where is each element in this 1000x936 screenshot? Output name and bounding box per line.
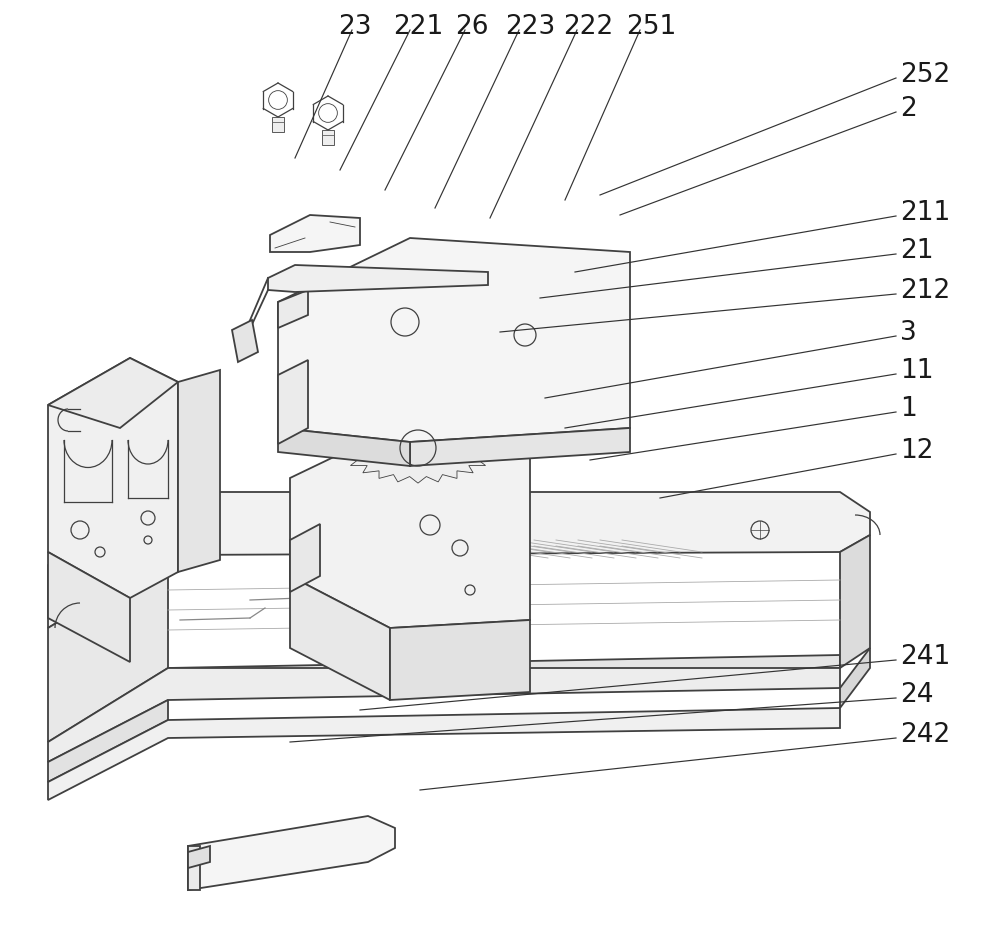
Text: 1: 1 (900, 396, 917, 422)
Polygon shape (48, 492, 870, 628)
Polygon shape (840, 535, 870, 668)
Text: 211: 211 (900, 200, 950, 226)
Polygon shape (48, 708, 840, 800)
Text: 2: 2 (900, 96, 917, 122)
Polygon shape (290, 430, 530, 628)
Text: 222: 222 (563, 14, 613, 40)
Text: 3: 3 (900, 320, 917, 346)
Polygon shape (322, 130, 334, 145)
Polygon shape (48, 555, 168, 742)
Polygon shape (278, 428, 410, 466)
Polygon shape (340, 413, 496, 483)
Polygon shape (410, 428, 630, 466)
Polygon shape (178, 370, 220, 572)
Text: 241: 241 (900, 644, 950, 670)
Polygon shape (268, 265, 488, 292)
Text: 223: 223 (505, 14, 555, 40)
Text: 12: 12 (900, 438, 934, 464)
Polygon shape (188, 846, 210, 868)
Text: 26: 26 (455, 14, 488, 40)
Polygon shape (840, 648, 870, 708)
Text: 11: 11 (900, 358, 934, 384)
Polygon shape (270, 215, 360, 252)
Text: 24: 24 (900, 682, 934, 708)
Polygon shape (278, 290, 308, 328)
Text: 251: 251 (626, 14, 676, 40)
Text: 242: 242 (900, 722, 950, 748)
Text: 21: 21 (900, 238, 934, 264)
Polygon shape (278, 238, 630, 442)
Polygon shape (188, 846, 200, 858)
Polygon shape (188, 816, 395, 890)
Polygon shape (48, 358, 178, 428)
Polygon shape (272, 117, 284, 132)
Polygon shape (188, 858, 200, 890)
Text: 23: 23 (338, 14, 372, 40)
Polygon shape (48, 700, 168, 782)
Polygon shape (290, 576, 390, 700)
Polygon shape (232, 320, 258, 362)
Polygon shape (168, 655, 840, 680)
Polygon shape (48, 358, 178, 598)
Text: 212: 212 (900, 278, 950, 304)
Polygon shape (48, 668, 840, 762)
Polygon shape (278, 360, 308, 444)
Polygon shape (390, 620, 530, 700)
Text: 252: 252 (900, 62, 950, 88)
Polygon shape (48, 552, 130, 662)
Text: 221: 221 (393, 14, 443, 40)
Polygon shape (290, 524, 320, 592)
